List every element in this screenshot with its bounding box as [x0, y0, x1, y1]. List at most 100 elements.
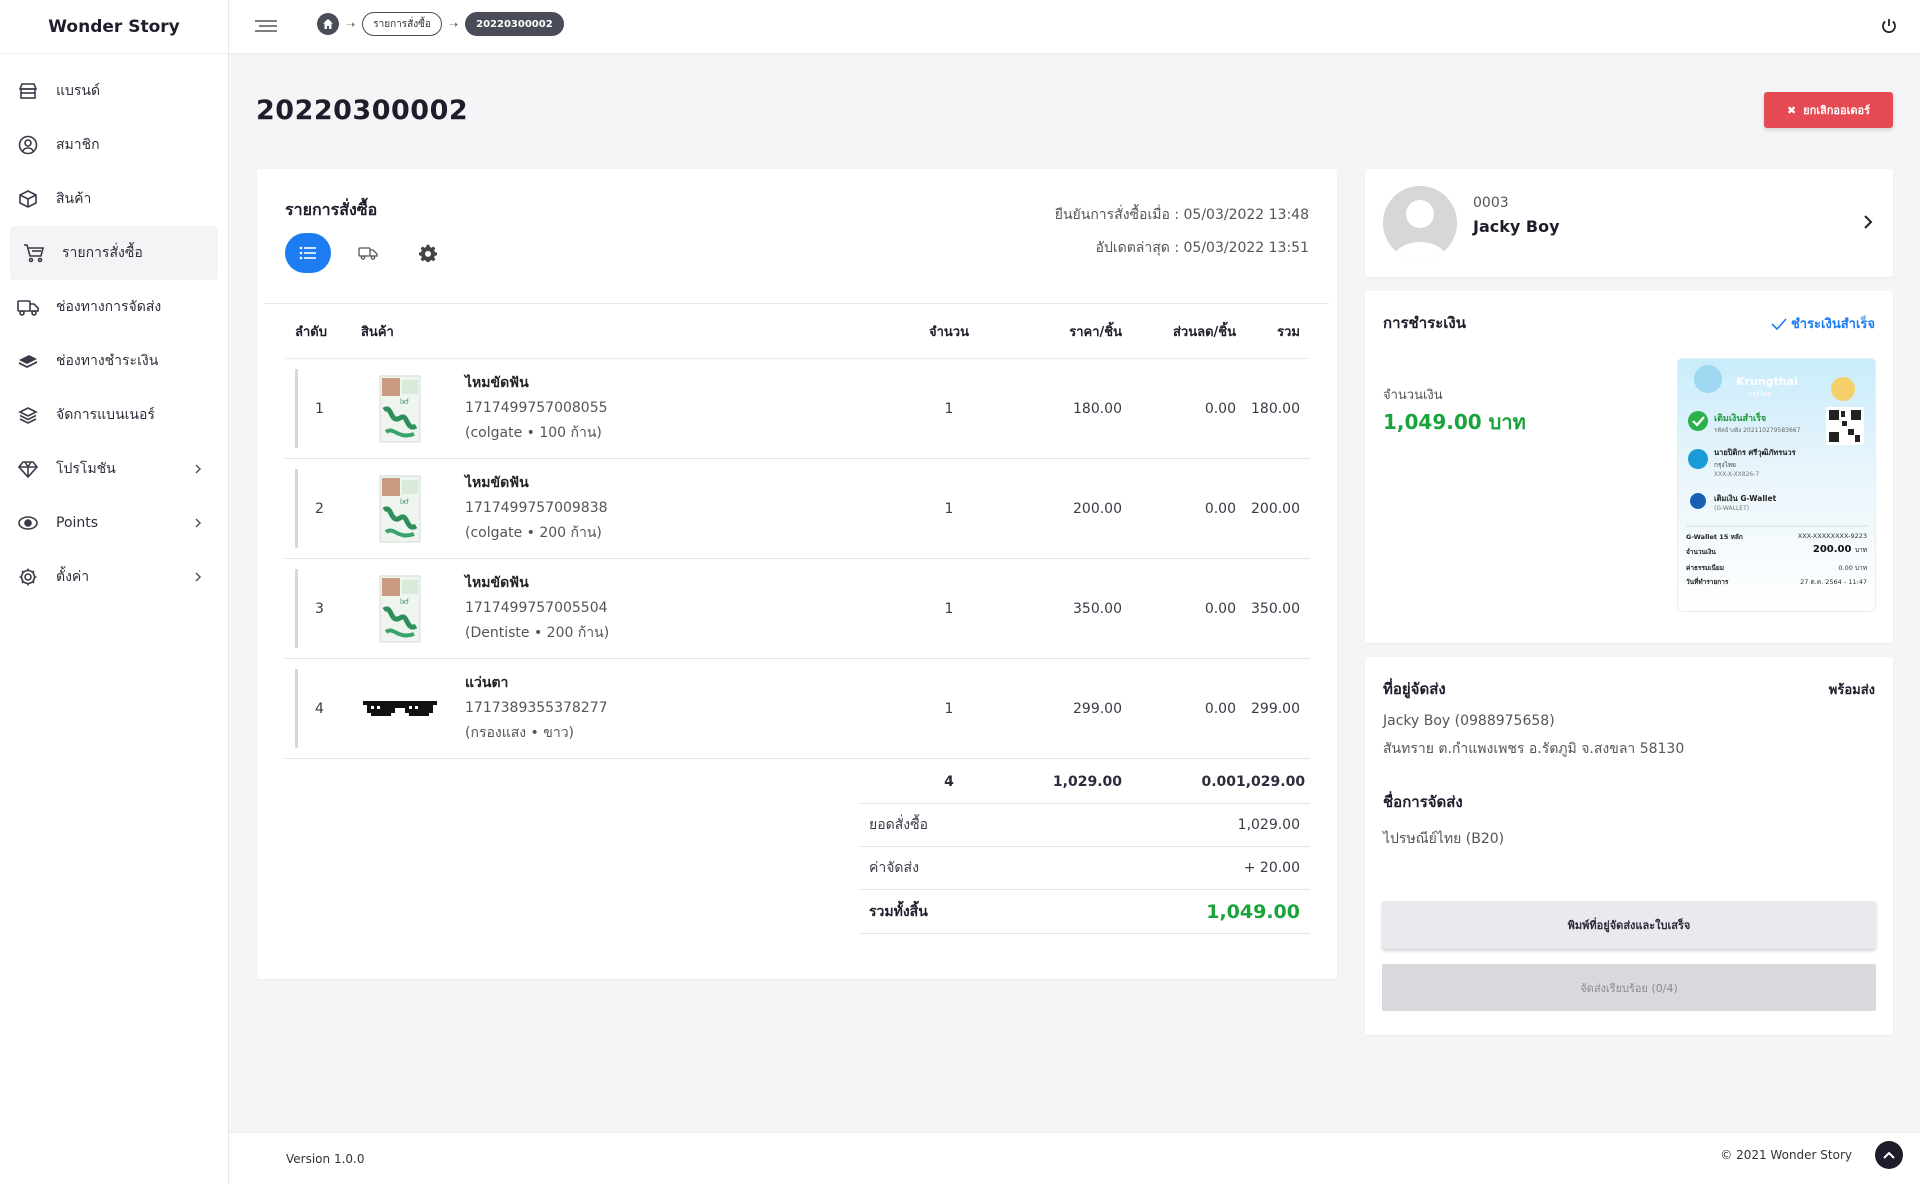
slip-date-label: วันที่ทำรายการ: [1686, 578, 1729, 586]
svg-text:lxf: lxf: [400, 398, 409, 406]
sidebar-item-label: จัดการแบนเนอร์: [56, 407, 155, 423]
order-timestamps: ยืนยันการสั่งซื้อเมื่อ : 05/03/2022 13:4…: [1055, 199, 1309, 265]
slip-fee-label: ค่าธรรมเนียม: [1686, 564, 1724, 572]
col-qty: จำนวน: [929, 324, 969, 340]
slip-wallet-no: XXX-XXXXXXXX-9223: [1797, 532, 1867, 540]
sidebar-item-payment[interactable]: ช่องทางชำระเงิน: [10, 334, 218, 388]
divider: [265, 303, 1329, 304]
footer: Version 1.0.0 © 2021 Wonder Story: [229, 1132, 1920, 1184]
gear-icon: [16, 565, 40, 589]
scroll-to-top-button[interactable]: [1875, 1141, 1903, 1169]
chevron-right-icon: [195, 572, 202, 582]
summary-subtotal: ยอดสั่งซื้อ 1,029.00: [859, 803, 1310, 846]
product-thumbnail[interactable]: [355, 671, 445, 747]
item-sum: 180.00: [1251, 400, 1300, 417]
sidebar-item-settings[interactable]: ตั้งค่า: [10, 550, 218, 604]
customer-code: 0003: [1473, 195, 1509, 211]
item-product: lxf ไหมขัดฟัน 1717499757008055 (colgate …: [361, 371, 907, 447]
slip-bank-th: กรุงไทย: [1748, 390, 1772, 398]
payment-status-label: ชำระเงินสำเร็จ: [1790, 317, 1875, 332]
home-icon[interactable]: [317, 13, 339, 35]
chevron-right-icon[interactable]: [1859, 213, 1877, 231]
item-discount: 0.00: [1204, 400, 1236, 417]
sidebar-item-label: รายการสั่งซื้อ: [62, 245, 143, 261]
sidebar-item-members[interactable]: สมาชิก: [10, 118, 218, 172]
product-name[interactable]: ไหมขัดฟัน: [465, 375, 529, 391]
shipping-title: ที่อยู่จัดส่ง: [1383, 680, 1446, 698]
payment-card: การชำระเงิน ชำระเงินสำเร็จ จำนวนเงิน 1,0…: [1365, 291, 1893, 643]
total-qty: 4: [944, 774, 954, 790]
item-product: lxf ไหมขัดฟัน 1717499757009838 (colgate …: [361, 471, 907, 547]
product-thumbnail[interactable]: lxf: [355, 471, 445, 547]
shipping-method: ไปรษณีย์ไทย (B20): [1383, 831, 1505, 847]
tab-settings[interactable]: [405, 233, 451, 273]
table-row: 2 lxf ไหมขัดฟัน 1717499757009838 (colgat…: [285, 459, 1310, 559]
slip-decoration: [1686, 365, 1868, 527]
close-icon: ✖: [1786, 103, 1797, 117]
slip-date: 27 ต.ค. 2564 - 11:47: [1800, 578, 1867, 586]
print-label-button[interactable]: พิมพ์ที่อยู่จัดส่งและใบเสร็จ: [1382, 901, 1876, 949]
col-discount: ส่วนลด/ชิ้น: [1173, 324, 1236, 340]
sidebar-item-brand[interactable]: แบรนด์: [10, 64, 218, 118]
slip-amount-label: จำนวนเงิน: [1686, 548, 1716, 556]
product-name[interactable]: ไหมขัดฟัน: [465, 475, 529, 491]
item-price: 350.00: [1073, 600, 1122, 617]
product-info: ไหมขัดฟัน 1717499757008055 (colgate • 10…: [465, 371, 608, 446]
item-product: lxf ไหมขัดฟัน 1717499757005504 (Dentiste…: [361, 571, 907, 647]
sidebar-item-label: สินค้า: [56, 191, 92, 207]
product-info: แว่นตา 1717389355378277 (กรองแสง • ขาว): [465, 671, 608, 746]
slip-ref: รหัสอ้างอิง 202110279583667: [1714, 427, 1801, 434]
grand-total-value: 1,049.00: [1206, 900, 1300, 923]
copyright: © 2021 Wonder Story: [1720, 1148, 1852, 1162]
item-sum: 299.00: [1251, 700, 1300, 717]
product-variant: (กรองแสง • ขาว): [465, 725, 575, 741]
customer-card[interactable]: 0003 Jacky Boy: [1365, 169, 1893, 277]
sidebar-item-orders[interactable]: รายการสั่งซื้อ: [10, 226, 218, 280]
slip-wallet-label: G-Wallet 15 หลัก: [1686, 533, 1743, 541]
customer-name: Jacky Boy: [1473, 217, 1560, 236]
product-sku: 1717499757008055: [465, 400, 608, 416]
item-price: 200.00: [1073, 500, 1122, 517]
product-thumbnail[interactable]: lxf: [355, 571, 445, 647]
product-thumbnail[interactable]: lxf: [355, 371, 445, 447]
power-icon[interactable]: [1880, 17, 1898, 35]
slip-bank: Krungthai: [1736, 375, 1798, 388]
sidebar-item-points[interactable]: Points: [10, 496, 218, 550]
sidebar-item-promotion[interactable]: โปรโมชัน: [10, 442, 218, 496]
box-icon: [16, 187, 40, 211]
member-icon: [16, 133, 40, 157]
slip-payer-acct: XXX-X-XX826-7: [1714, 471, 1760, 478]
sidebar-item-shipping[interactable]: ช่องทางการจัดส่ง: [10, 280, 218, 334]
breadcrumb-orders[interactable]: รายการสั่งซื้อ: [362, 12, 442, 36]
product-name[interactable]: ไหมขัดฟัน: [465, 575, 529, 591]
sidebar-item-products[interactable]: สินค้า: [10, 172, 218, 226]
product-variant: (colgate • 200 ก้าน): [465, 525, 602, 541]
brand-logo[interactable]: Wonder Story: [0, 0, 228, 54]
slip-success: เติมเงินสำเร็จ: [1714, 414, 1767, 424]
product-name[interactable]: แว่นตา: [465, 675, 509, 691]
mark-shipped-button[interactable]: จัดส่งเรียบร้อย (0/4): [1382, 964, 1876, 1011]
item-price: 180.00: [1073, 400, 1122, 417]
sidebar-nav: แบรนด์ สมาชิก สินค้า รายการสั่งซื้อ ช่อง…: [0, 54, 228, 604]
slip-target: เติมเงิน G-Wallet: [1714, 494, 1777, 503]
table-row: 3 lxf ไหมขัดฟัน 1717499757005504 (Dentis…: [285, 559, 1310, 659]
breadcrumb-separator: ➝: [448, 17, 459, 31]
payment-slip-image[interactable]: Krungthai กรุงไทย เติมเงินสำเร็จ รหัสอ้า…: [1678, 359, 1875, 611]
item-product: แว่นตา 1717389355378277 (กรองแสง • ขาว): [361, 671, 907, 747]
order-tabs: [285, 233, 465, 273]
menu-toggle-icon[interactable]: [254, 16, 278, 36]
payment-title: การชำระเงิน: [1383, 314, 1466, 332]
shipping-address: สันทราย ต.กำแพงเพชร อ.รัตภูมิ จ.สงขลา 58…: [1383, 741, 1685, 757]
item-qty: 1: [944, 400, 954, 417]
tab-shipping[interactable]: [345, 233, 391, 273]
chevron-up-icon: [1883, 1151, 1895, 1159]
shipping-fee-value: + 20.00: [1243, 860, 1300, 876]
order-items-card: รายการสั่งซื้อ ยืนยันการสั่งซื้อเมื่อ : …: [257, 169, 1337, 979]
sidebar-item-banner[interactable]: จัดการแบนเนอร์: [10, 388, 218, 442]
payment-status: ชำระเงินสำเร็จ: [1771, 313, 1875, 334]
cancel-order-button[interactable]: ✖ ยกเลิกออเดอร์: [1764, 92, 1893, 128]
item-sum: 200.00: [1251, 500, 1300, 517]
tab-items[interactable]: [285, 233, 331, 273]
sidebar-item-label: ช่องทางการจัดส่ง: [56, 299, 162, 315]
product-variant: (Dentiste • 200 ก้าน): [465, 625, 610, 641]
